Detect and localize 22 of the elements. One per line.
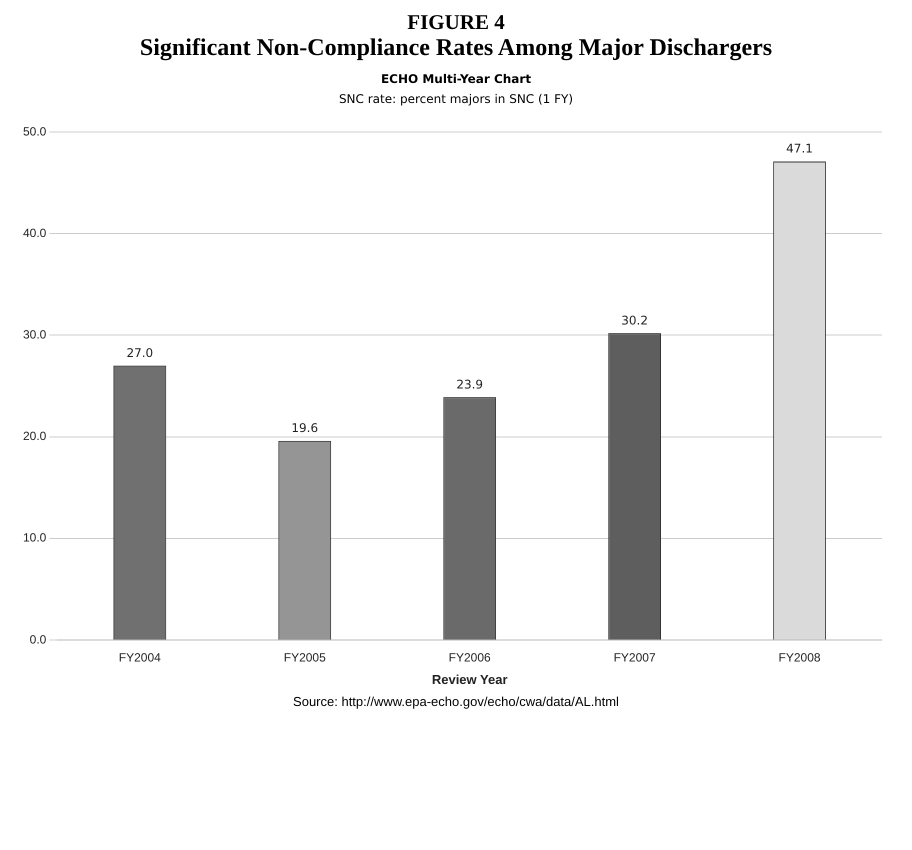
x-axis-title: Review Year xyxy=(432,672,508,687)
text: SNC rate: percent majors in SNC (1 FY) xyxy=(338,92,574,106)
y-tick-label: 30.0 xyxy=(22,328,47,342)
data-label: 30.2 xyxy=(621,313,648,328)
chart-title: FIGURE 4 xyxy=(406,10,506,35)
data-label: 23.9 xyxy=(456,377,484,392)
y-tick-label: 0.0 xyxy=(30,632,47,646)
chart-subtitle: Significant Non-Compliance Rates Among Major Dischargers xyxy=(138,35,774,62)
y-tick-label: 50.0 xyxy=(22,124,47,138)
y-tick-label: 40.0 xyxy=(22,226,47,240)
data-label: 47.1 xyxy=(786,142,813,156)
source-note: Source: http://www.epa-echo.gov/echo/cwa/data/AL.html xyxy=(292,694,620,709)
data-label: 19.6 xyxy=(291,420,318,435)
x-tick-label: FY2007 xyxy=(614,650,656,665)
x-tick-label: FY2008 xyxy=(778,650,821,665)
x-tick-label: FY2006 xyxy=(448,650,492,665)
text: ECHO Multi-Year Chart xyxy=(380,72,532,86)
x-tick-label: FY2005 xyxy=(284,650,326,665)
y-tick-label: 10.0 xyxy=(22,530,47,545)
y-tick-label: 20.0 xyxy=(22,429,47,444)
data-label: 27.0 xyxy=(126,346,154,360)
x-tick-label: FY2004 xyxy=(118,650,162,665)
